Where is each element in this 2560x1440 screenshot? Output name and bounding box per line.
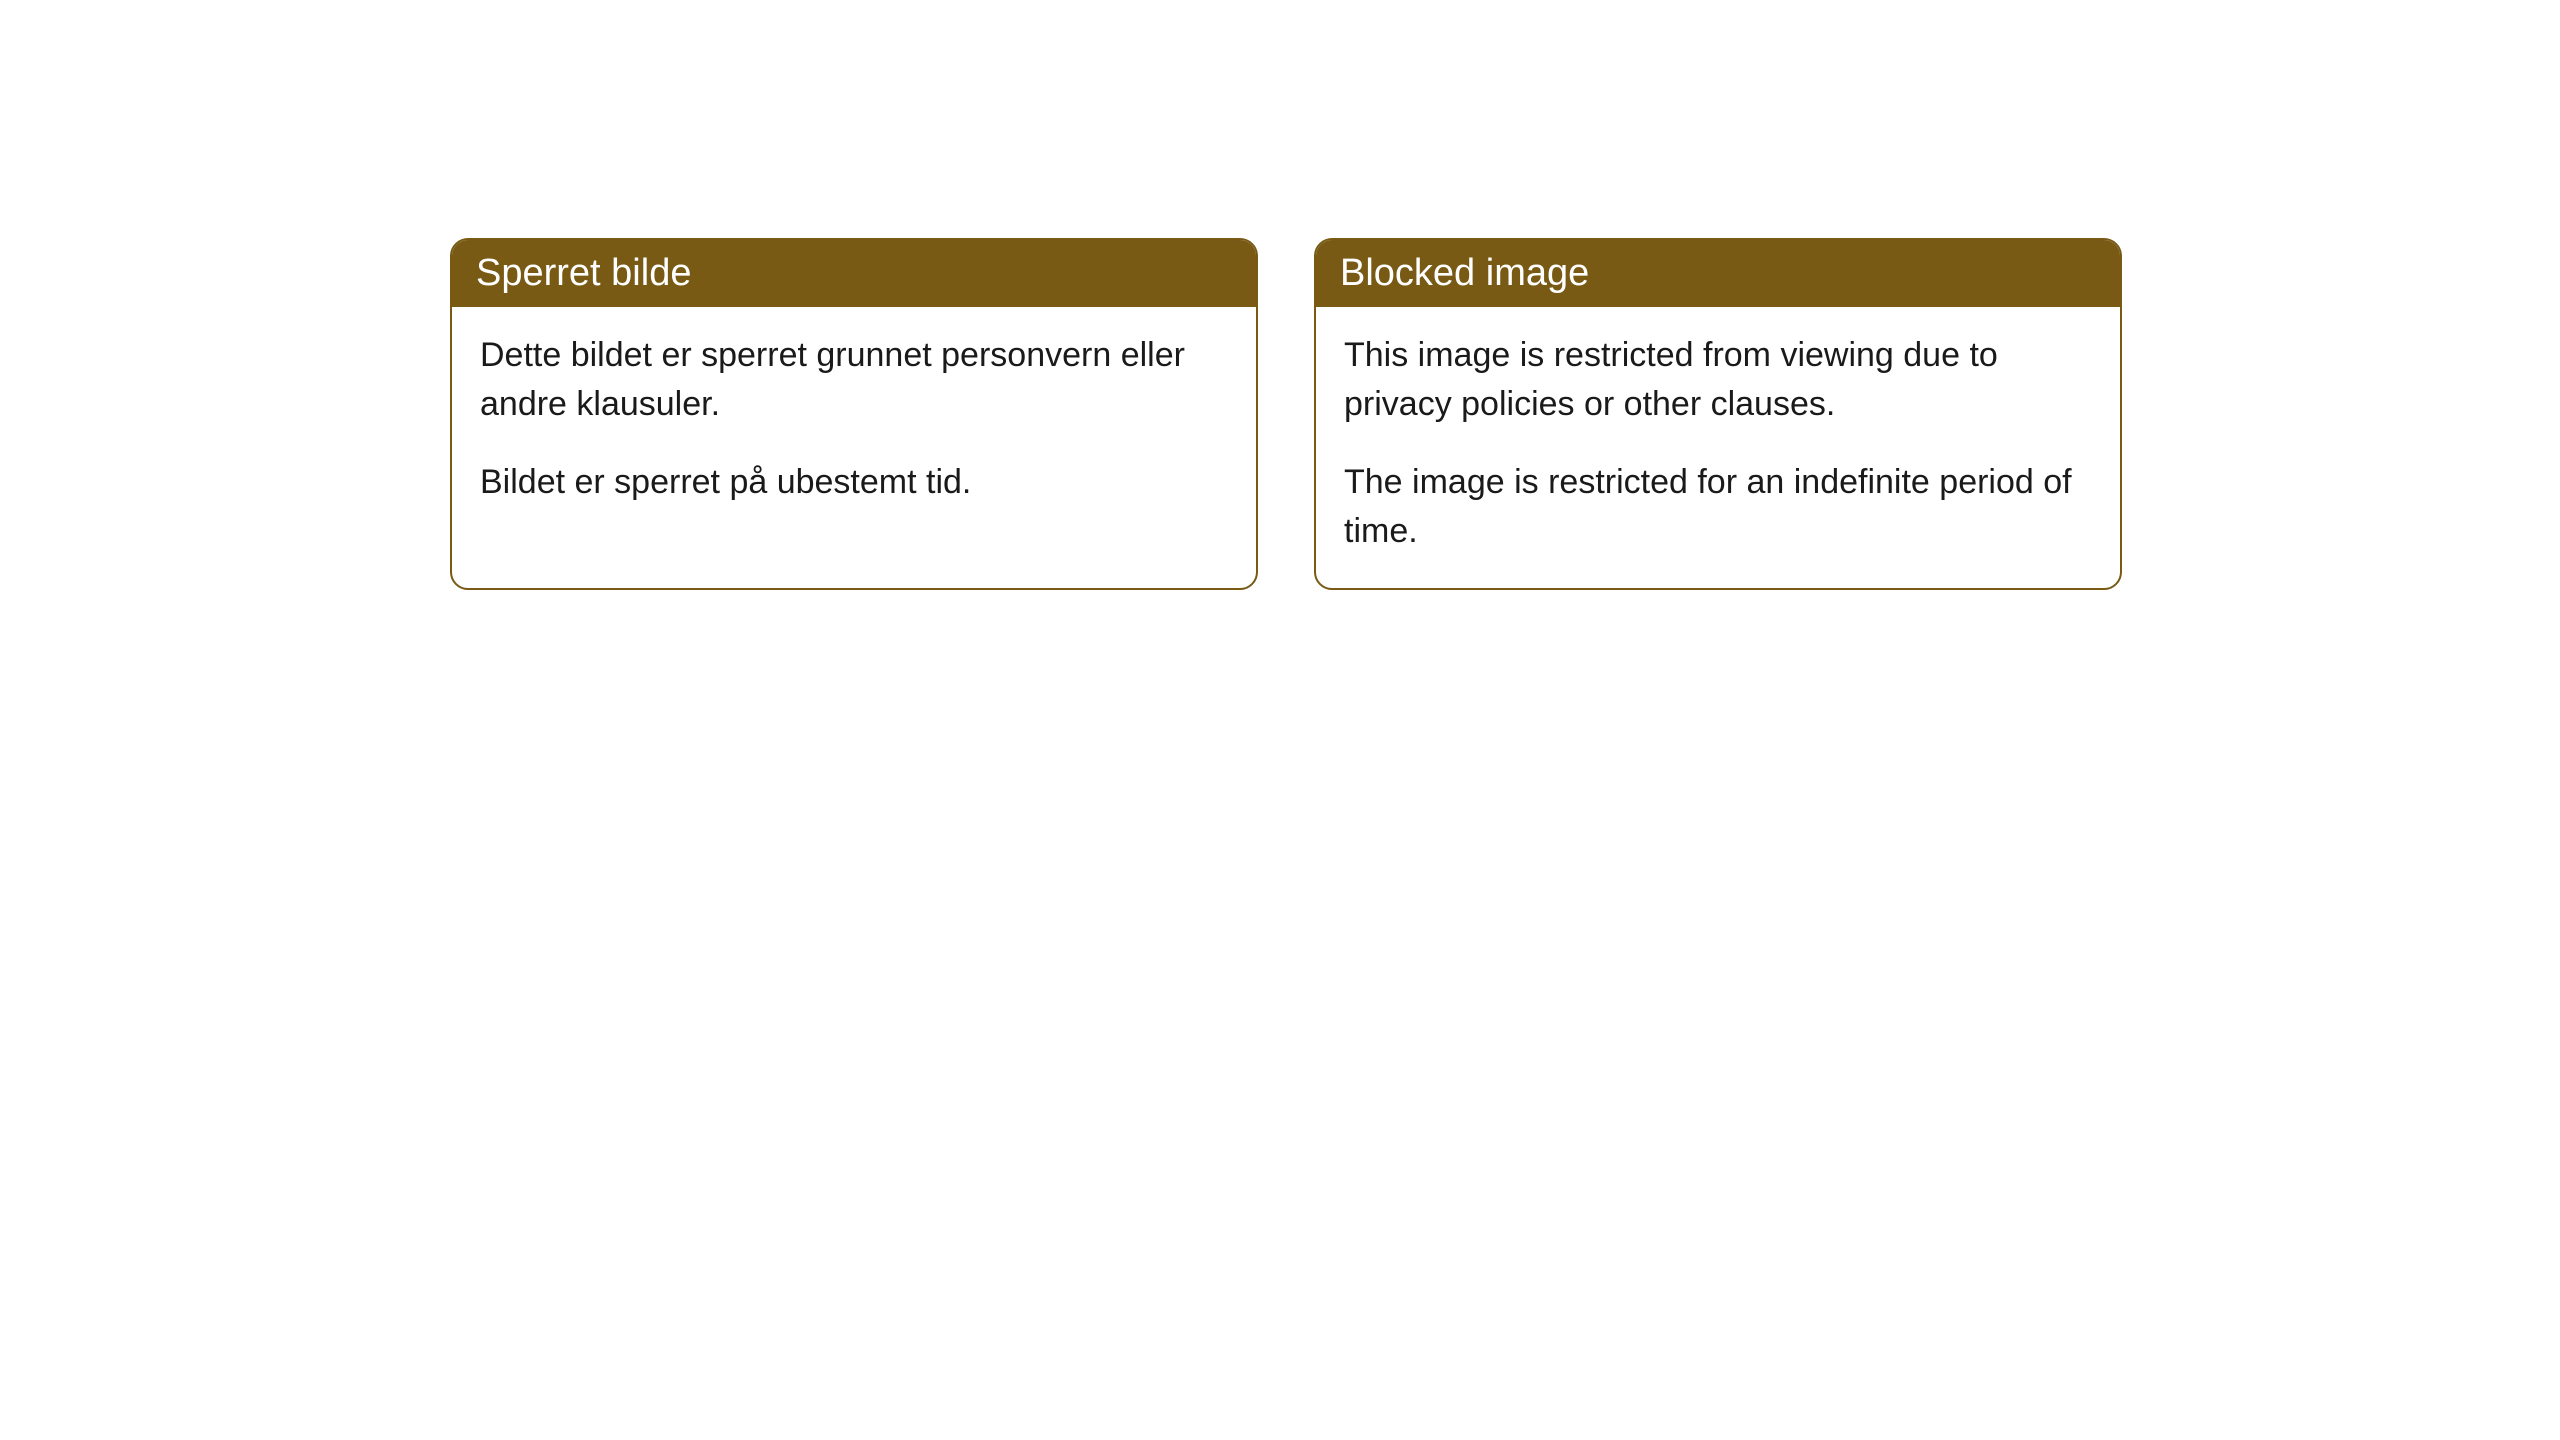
- card-paragraph-2-norwegian: Bildet er sperret på ubestemt tid.: [480, 458, 1228, 507]
- blocked-image-card-english: Blocked image This image is restricted f…: [1314, 238, 2122, 590]
- card-body-norwegian: Dette bildet er sperret grunnet personve…: [452, 307, 1256, 539]
- card-title-norwegian: Sperret bilde: [476, 252, 691, 294]
- card-title-english: Blocked image: [1340, 252, 1589, 294]
- notice-container: Sperret bilde Dette bildet er sperret gr…: [450, 238, 2122, 590]
- card-paragraph-1-english: This image is restricted from viewing du…: [1344, 331, 2092, 430]
- card-paragraph-2-english: The image is restricted for an indefinit…: [1344, 458, 2092, 557]
- card-body-english: This image is restricted from viewing du…: [1316, 307, 2120, 588]
- blocked-image-card-norwegian: Sperret bilde Dette bildet er sperret gr…: [450, 238, 1258, 590]
- card-header-english: Blocked image: [1316, 240, 2120, 307]
- card-paragraph-1-norwegian: Dette bildet er sperret grunnet personve…: [480, 331, 1228, 430]
- card-header-norwegian: Sperret bilde: [452, 240, 1256, 307]
